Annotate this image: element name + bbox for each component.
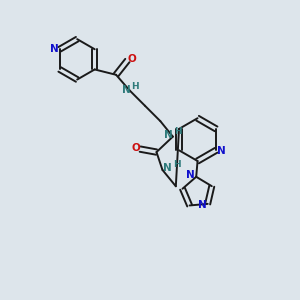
Text: N: N — [218, 146, 226, 156]
Text: N: N — [164, 163, 172, 173]
Text: O: O — [127, 54, 136, 64]
Text: N: N — [50, 44, 59, 54]
Text: N: N — [198, 200, 206, 210]
Text: N: N — [186, 170, 195, 180]
Text: N: N — [122, 85, 130, 95]
Text: O: O — [132, 142, 140, 153]
Text: H: H — [131, 82, 139, 91]
Text: H: H — [174, 127, 182, 136]
Text: N: N — [164, 130, 173, 140]
Text: H: H — [173, 160, 181, 169]
